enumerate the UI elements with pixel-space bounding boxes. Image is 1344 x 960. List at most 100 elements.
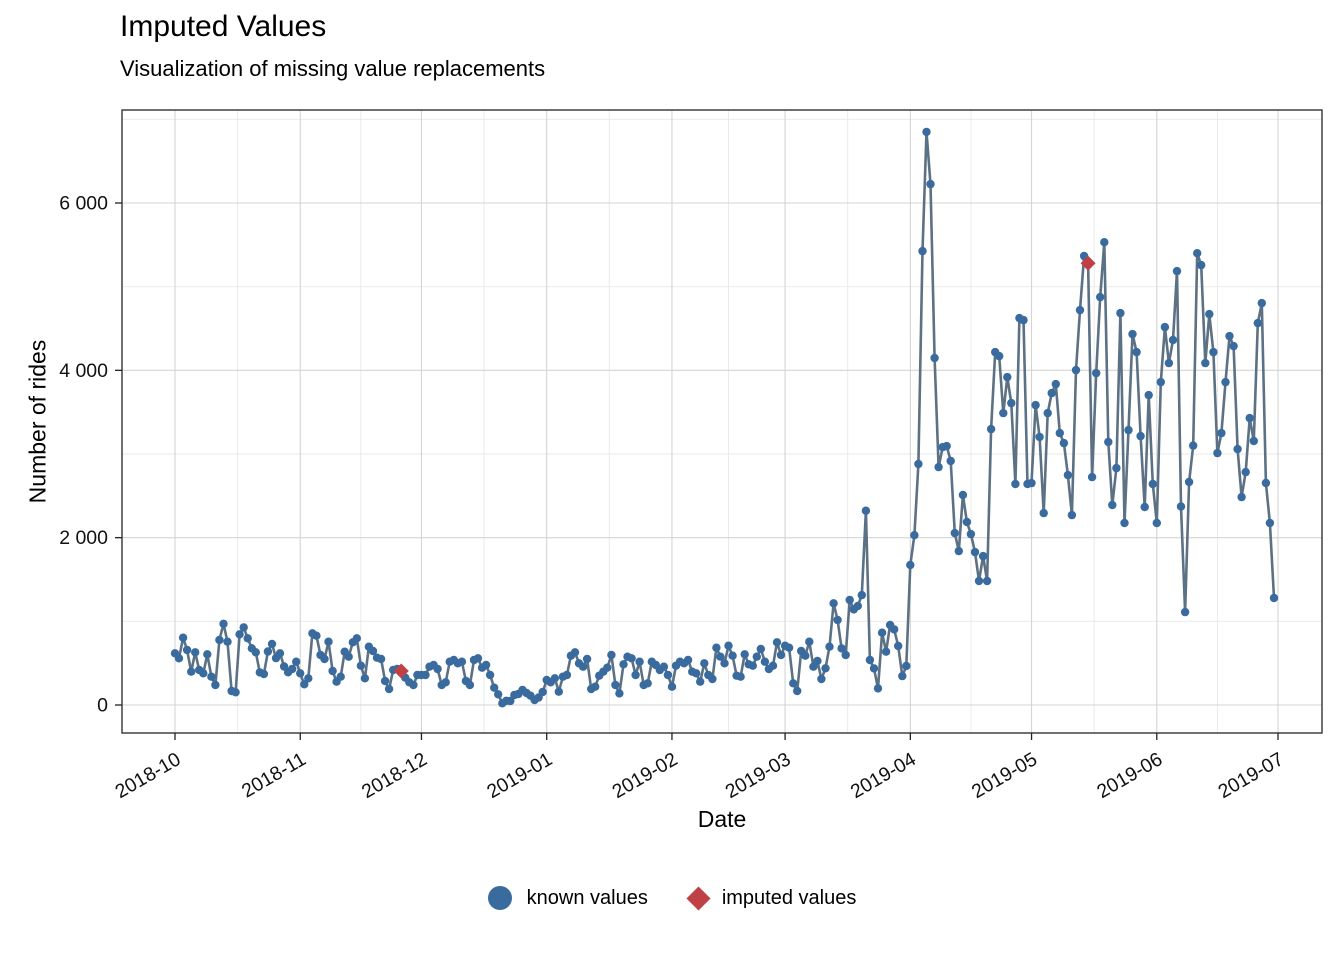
data-point	[1035, 432, 1044, 442]
y-tick-label: 6 000	[59, 193, 108, 215]
data-point	[692, 669, 701, 678]
y-tick-label: 0	[97, 695, 108, 717]
legend: known values imputed values	[0, 885, 1344, 911]
data-point	[1108, 500, 1117, 510]
imputed-values-diamond-icon	[686, 885, 711, 911]
data-point	[1120, 518, 1129, 528]
data-point	[748, 661, 757, 670]
data-point	[1269, 593, 1279, 603]
legend-item-known: known values	[487, 886, 648, 910]
data-point	[1059, 438, 1069, 448]
data-point	[1124, 425, 1133, 435]
data-point	[1189, 441, 1198, 450]
data-point	[813, 656, 822, 666]
data-point	[481, 660, 491, 670]
data-point	[207, 672, 216, 681]
data-point	[490, 683, 499, 692]
data-point	[1136, 431, 1145, 441]
data-point	[708, 674, 717, 684]
data-point	[865, 655, 875, 665]
data-point	[1047, 388, 1056, 398]
data-point	[1209, 347, 1218, 357]
data-point	[174, 654, 184, 663]
imputed-points	[393, 255, 1096, 679]
x-tick-label: 2018-11	[238, 748, 310, 802]
data-point	[578, 662, 588, 671]
data-point	[203, 650, 212, 659]
data-point	[805, 637, 814, 646]
data-point	[1104, 437, 1113, 447]
data-point	[300, 680, 309, 689]
data-point	[267, 639, 277, 649]
grid-major	[122, 110, 1322, 733]
data-point	[1257, 298, 1267, 308]
data-point	[1221, 377, 1230, 387]
data-point	[1205, 309, 1214, 319]
data-point	[1193, 249, 1202, 258]
data-point	[1160, 322, 1170, 332]
data-point	[611, 680, 620, 690]
data-point	[683, 655, 693, 665]
data-point	[1027, 478, 1036, 488]
data-point	[986, 424, 996, 434]
data-point	[603, 663, 612, 672]
data-point	[918, 246, 927, 256]
data-point	[1140, 502, 1149, 512]
panel-border	[121, 109, 1323, 734]
data-point	[821, 664, 830, 673]
data-point	[288, 664, 297, 674]
data-point	[922, 127, 931, 137]
imputed-point	[1080, 255, 1096, 271]
data-point	[494, 690, 503, 699]
data-point	[182, 645, 192, 655]
known-points	[170, 127, 1279, 708]
data-point	[211, 680, 220, 690]
data-point	[845, 595, 854, 605]
data-point	[1180, 607, 1190, 617]
data-point	[837, 644, 846, 653]
data-point	[1112, 463, 1121, 473]
data-point	[360, 674, 370, 683]
data-point	[187, 667, 196, 676]
data-point	[627, 654, 636, 663]
page-title: Imputed Values	[120, 10, 327, 43]
data-point	[954, 546, 963, 556]
data-point	[199, 669, 208, 678]
data-point	[473, 654, 483, 663]
data-point	[368, 646, 378, 656]
data-point	[966, 529, 976, 539]
data-point	[1055, 428, 1065, 438]
data-point	[643, 679, 652, 688]
data-point	[1176, 502, 1186, 511]
data-point	[328, 666, 337, 676]
data-point	[894, 641, 903, 651]
data-point	[789, 679, 798, 688]
data-point	[817, 674, 826, 684]
data-point	[1261, 478, 1271, 488]
data-point	[1253, 318, 1263, 328]
x-tick-label: 2019-03	[722, 748, 795, 803]
x-tick-label: 2019-05	[968, 748, 1041, 803]
data-point	[1201, 358, 1210, 368]
data-point	[982, 576, 992, 586]
data-point	[292, 657, 301, 666]
data-point	[898, 671, 907, 681]
data-point	[251, 648, 260, 657]
data-point	[380, 676, 390, 686]
x-tick-label: 2018-12	[358, 748, 431, 803]
data-point	[607, 650, 616, 660]
data-point	[1100, 238, 1109, 247]
x-tick-label: 2019-06	[1093, 748, 1166, 803]
data-point	[760, 657, 770, 666]
y-axis-title: Number of rides	[24, 339, 51, 504]
axis-ticks	[115, 202, 1279, 740]
data-point	[1092, 368, 1101, 378]
data-point	[631, 670, 640, 680]
data-point	[659, 662, 669, 671]
page-subtitle: Visualization of missing value replaceme…	[120, 56, 546, 81]
data-point	[356, 661, 366, 670]
x-tick-label: 2019-02	[608, 748, 681, 803]
data-point	[591, 682, 600, 691]
data-point	[724, 641, 733, 650]
